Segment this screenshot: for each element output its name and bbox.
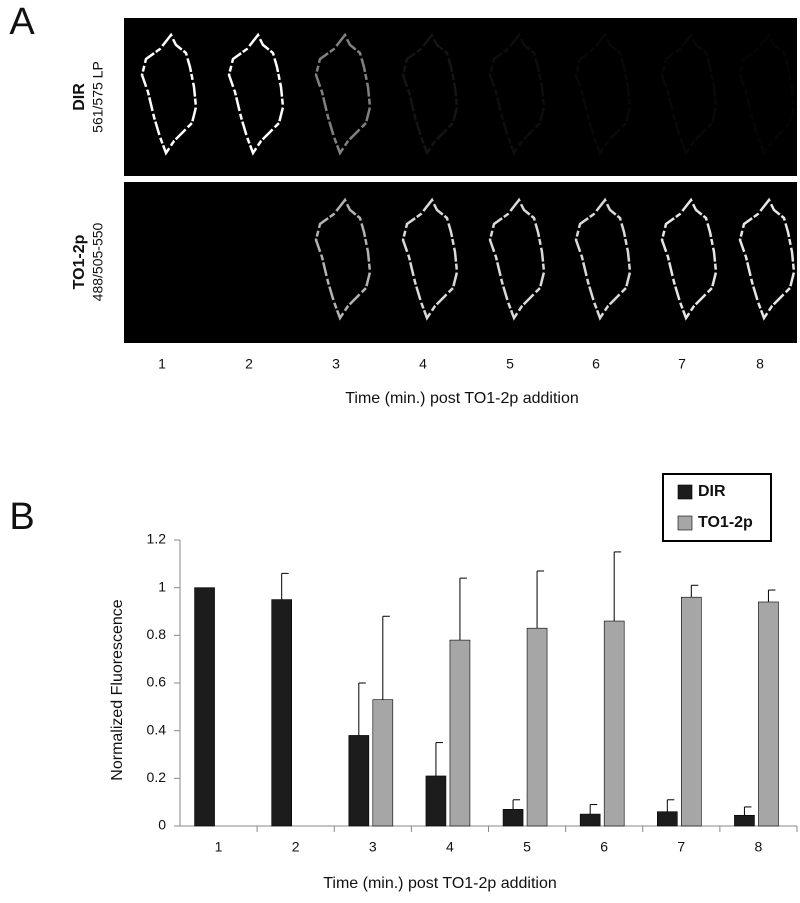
x-axis-label: Time (min.) post TO1-2p addition (323, 875, 557, 892)
y-axis-label: Normalized Fluorescence (109, 599, 126, 781)
bar (372, 699, 394, 827)
bar (579, 813, 601, 827)
cell-outline (401, 32, 459, 156)
x-tick-label: 6 (600, 839, 608, 855)
bar (603, 620, 625, 827)
error-bar (589, 804, 598, 815)
error-bar (435, 742, 443, 776)
cell-outline (140, 32, 198, 156)
cell-outline (314, 197, 372, 321)
x-tick-label: 5 (523, 839, 531, 855)
error-bar (512, 799, 521, 810)
cell-outline (660, 197, 718, 321)
bar (502, 809, 524, 827)
bar (526, 627, 548, 827)
column-label: 8 (756, 356, 764, 372)
bar (758, 601, 779, 827)
cell-outline (488, 197, 546, 321)
cell-outline (574, 197, 632, 321)
bar (449, 639, 471, 827)
legend-swatch (677, 515, 693, 531)
image-strip (124, 18, 797, 176)
column-label: 4 (419, 356, 427, 372)
column-label: 3 (332, 356, 340, 372)
y-tick-label: 0.2 (147, 769, 167, 785)
x-tick-label: 2 (292, 839, 300, 855)
bar (348, 735, 370, 827)
bar (425, 775, 447, 827)
error-bar (459, 577, 467, 641)
row-filter: 561/575 LP (90, 61, 106, 133)
legend-label: DIR (698, 483, 726, 500)
error-bar (743, 806, 752, 816)
y-tick-label: 0.4 (147, 721, 167, 737)
column-label: 2 (245, 356, 253, 372)
column-label: 7 (678, 356, 686, 372)
error-bar (613, 551, 622, 622)
row-filter: 488/505-550 (90, 222, 106, 301)
error-bar (281, 572, 289, 600)
bar (271, 599, 292, 827)
bar (194, 587, 215, 827)
legend-swatch (677, 484, 693, 500)
bar (657, 811, 678, 827)
column-label: 5 (506, 356, 514, 372)
x-tick-label: 4 (446, 839, 454, 855)
row-label: DIR (71, 83, 88, 111)
bar (681, 596, 702, 827)
error-bar (666, 799, 675, 812)
error-bar (536, 570, 545, 629)
cell-outline (227, 32, 285, 156)
y-tick-label: 1 (158, 578, 166, 594)
image-strip (124, 182, 797, 343)
panel-label: B (9, 496, 34, 538)
column-label: 1 (158, 356, 166, 372)
x-axis-label: Time (min.) post TO1-2p addition (345, 390, 579, 407)
legend-label: TO1-2p (698, 514, 753, 531)
y-tick-label: 0 (158, 817, 166, 833)
cell-outline (401, 197, 459, 321)
y-tick-label: 1.2 (147, 531, 167, 547)
column-label: 6 (592, 356, 600, 372)
x-tick-label: 3 (369, 839, 377, 855)
bar (734, 814, 755, 827)
error-bar (382, 615, 390, 700)
cell-outline (738, 197, 796, 321)
row-label: TO1-2p (71, 234, 88, 289)
y-tick-label: 0.8 (147, 626, 167, 642)
panel-label: A (9, 1, 35, 43)
x-tick-label: 1 (215, 839, 223, 855)
error-bar (690, 584, 699, 598)
cell-outline (314, 32, 372, 156)
error-bar (358, 682, 366, 736)
cell-outline (488, 32, 546, 156)
y-tick-label: 0.6 (147, 674, 167, 690)
x-tick-label: 8 (755, 839, 763, 855)
x-tick-label: 7 (677, 839, 685, 855)
error-bar (767, 589, 776, 602)
